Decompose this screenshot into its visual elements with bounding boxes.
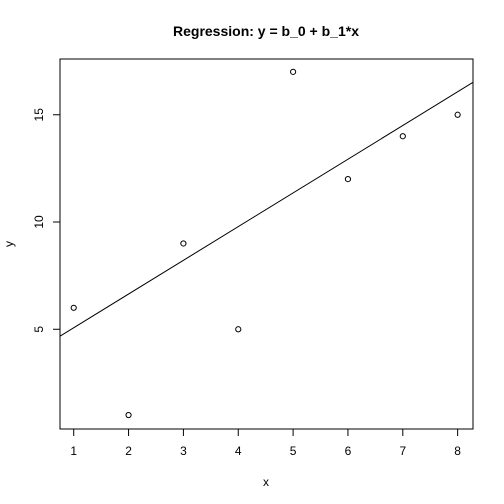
y-axis: 5 10 15: [32, 108, 61, 333]
regression-line-group: [59, 81, 474, 337]
data-point: [70, 304, 77, 311]
regression-line: [59, 81, 474, 337]
x-axis-label: x: [263, 475, 269, 489]
data-point: [125, 411, 132, 419]
y-tick-label: 15: [32, 108, 46, 122]
chart-title: Regression: y = b_0 + b_1*x: [173, 23, 359, 39]
x-tick-label: 2: [125, 444, 132, 458]
x-tick-label: 3: [180, 444, 187, 458]
x-tick-label: 4: [235, 444, 242, 458]
data-point: [454, 111, 461, 118]
plot-frame: [59, 58, 474, 430]
x-tick-label: 7: [399, 444, 406, 458]
x-tick-label: 1: [70, 444, 77, 458]
y-axis-label: y: [2, 241, 16, 247]
x-tick-label: 6: [345, 444, 352, 458]
y-tick-label: 10: [32, 215, 46, 229]
y-tick-label: 5: [32, 326, 46, 333]
data-point: [344, 176, 352, 183]
x-axis: 1 2 3 4 5 6 7 8: [70, 428, 461, 458]
data-point: [235, 326, 242, 333]
x-tick-label: 5: [290, 444, 297, 458]
x-tick-label: 8: [454, 444, 461, 458]
data-point: [180, 240, 187, 247]
data-points: [70, 68, 461, 419]
data-point: [399, 133, 406, 140]
data-point: [290, 68, 297, 75]
